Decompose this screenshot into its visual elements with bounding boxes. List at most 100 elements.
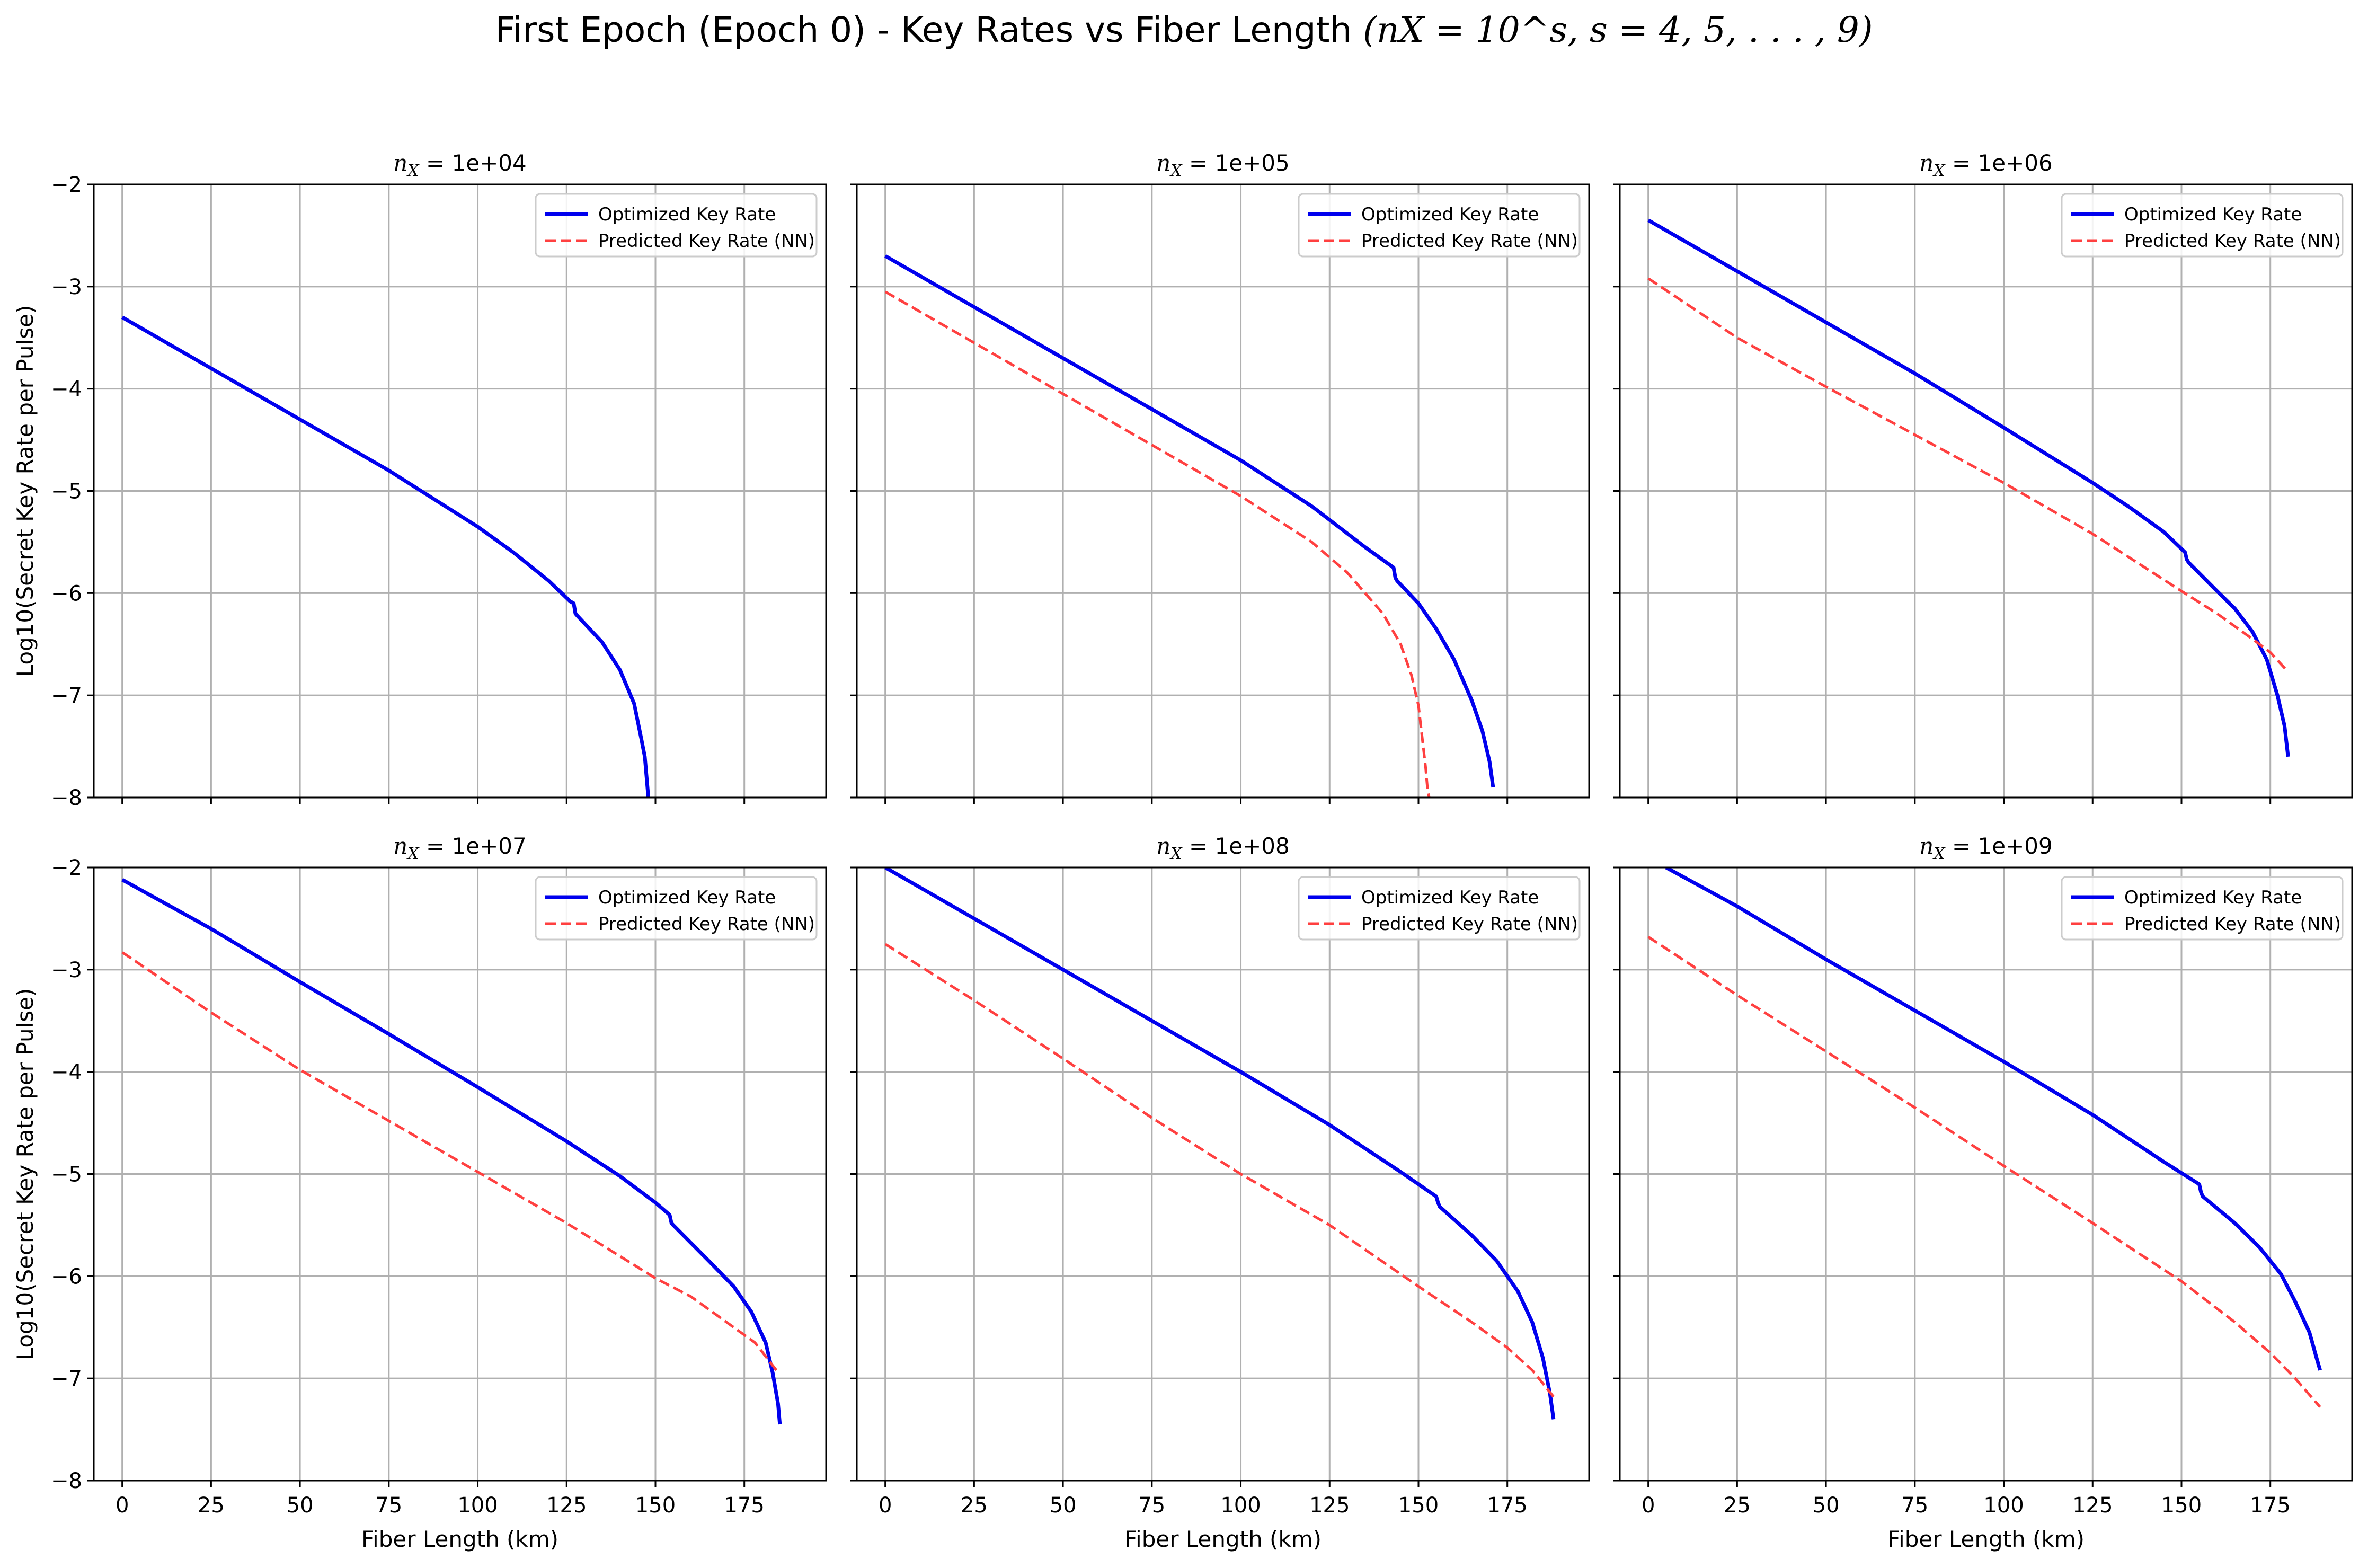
optimized-key-rate-line xyxy=(121,315,651,798)
y-tick-label: −6 xyxy=(51,581,82,606)
subplot-title: nX = 1e+05 xyxy=(1156,150,1290,180)
legend-label-optimized: Optimized Key Rate xyxy=(1361,204,1539,225)
x-tick-label: 50 xyxy=(1813,1493,1840,1518)
subplot-6: 0 25 50 75 100 125 150 175 Fiber Length (km) nX =… xyxy=(1613,833,2353,1552)
title-n: n xyxy=(393,833,407,859)
subplot-3: nX = 1e+06 Optimized Key Rate Predicted Ke… xyxy=(1613,150,2353,804)
subplot-2: nX = 1e+05 Optimized Key Rate Predicted Ke… xyxy=(850,150,1590,804)
legend-label-predicted: Predicted Key Rate (NN) xyxy=(2124,231,2341,252)
title-subscript: X xyxy=(1169,845,1183,863)
title-n: n xyxy=(393,150,407,176)
title-n: n xyxy=(1919,150,1934,176)
x-tick-label: 100 xyxy=(1983,1493,2024,1518)
x-tick-label: 150 xyxy=(1398,1493,1439,1518)
legend-label-optimized: Optimized Key Rate xyxy=(2124,204,2302,225)
predicted-key-rate-line xyxy=(1647,277,2290,673)
legend-box xyxy=(535,193,818,258)
y-tick-label: −6 xyxy=(51,1264,82,1289)
x-axis-label: Fiber Length (km) xyxy=(1887,1526,2085,1552)
title-subscript: X xyxy=(1932,162,1946,180)
figure-title-text: First Epoch (Epoch 0) - Key Rates vs Fib… xyxy=(495,10,1352,50)
optimized-key-rate-line xyxy=(884,254,1495,788)
legend-box xyxy=(1298,193,1581,258)
y-tick-label: −5 xyxy=(51,480,82,504)
x-tick-label: 25 xyxy=(961,1493,988,1518)
legend-label-optimized: Optimized Key Rate xyxy=(598,204,776,225)
x-axis-label: Fiber Length (km) xyxy=(361,1526,558,1552)
x-tick-label: 75 xyxy=(1901,1493,1928,1518)
legend-box xyxy=(2061,876,2344,941)
optimized-key-rate-line xyxy=(884,867,1556,1420)
title-value: = 1e+06 xyxy=(1945,150,2053,176)
x-axis-label: Fiber Length (km) xyxy=(1124,1526,1322,1552)
title-value: = 1e+04 xyxy=(419,150,527,176)
y-tick-label: −2 xyxy=(51,173,82,197)
y-tick-label: −7 xyxy=(51,684,82,708)
legend-label-predicted: Predicted Key Rate (NN) xyxy=(2124,914,2341,935)
y-tick-label: −2 xyxy=(51,856,82,880)
optimized-key-rate-line xyxy=(1665,867,2322,1371)
x-tick-label: 175 xyxy=(2250,1493,2291,1518)
legend-label-predicted: Predicted Key Rate (NN) xyxy=(1361,231,1578,252)
subplot-title: nX = 1e+06 xyxy=(1919,150,2053,180)
figure-title: First Epoch (Epoch 0) - Key Rates vs Fib… xyxy=(0,10,2368,50)
x-tick-label: 0 xyxy=(879,1493,892,1518)
y-tick-label: −3 xyxy=(51,958,82,982)
x-tick-label: 25 xyxy=(198,1493,225,1518)
legend-label-predicted: Predicted Key Rate (NN) xyxy=(598,231,815,252)
x-tick-label: 125 xyxy=(1309,1493,1350,1518)
optimized-key-rate-line xyxy=(1647,218,2290,757)
x-tick-label: 175 xyxy=(1487,1493,1528,1518)
subplot-4: 0 25 50 75 100 125 150 175 −2 −3 −4 −5 −6 −7 −8 Fiber L… xyxy=(12,833,827,1552)
y-tick-label: −8 xyxy=(51,786,82,810)
x-tick-label: 175 xyxy=(724,1493,765,1518)
legend-label-optimized: Optimized Key Rate xyxy=(598,887,776,908)
y-tick-label: −4 xyxy=(51,377,82,402)
x-tick-label: 0 xyxy=(116,1493,129,1518)
x-tick-label: 150 xyxy=(2161,1493,2202,1518)
predicted-key-rate-line xyxy=(121,951,778,1371)
legend-box xyxy=(1298,876,1581,941)
title-subscript: X xyxy=(406,162,420,180)
y-tick-label: −5 xyxy=(51,1163,82,1187)
x-tick-label: 50 xyxy=(287,1493,314,1518)
x-tick-label: 125 xyxy=(546,1493,587,1518)
x-tick-label: 75 xyxy=(1138,1493,1165,1518)
legend-label-optimized: Optimized Key Rate xyxy=(2124,887,2302,908)
x-tick-label: 150 xyxy=(635,1493,676,1518)
optimized-key-rate-line xyxy=(121,878,782,1425)
legend-box xyxy=(2061,193,2344,258)
x-tick-label: 100 xyxy=(1220,1493,1261,1518)
x-tick-label: 100 xyxy=(457,1493,498,1518)
legend-box xyxy=(535,876,818,941)
subplot-5: 0 25 50 75 100 125 150 175 Fiber Length (km) nX =… xyxy=(850,833,1590,1552)
x-tick-label: 50 xyxy=(1050,1493,1077,1518)
x-tick-label: 25 xyxy=(1724,1493,1751,1518)
predicted-key-rate-line xyxy=(1647,936,2321,1408)
x-tick-label: 0 xyxy=(1642,1493,1655,1518)
title-n: n xyxy=(1156,150,1170,176)
title-value: = 1e+05 xyxy=(1182,150,1290,176)
y-tick-label: −8 xyxy=(51,1469,82,1493)
title-value: = 1e+07 xyxy=(419,833,527,859)
y-axis-label: Log10(Secret Key Rate per Pulse) xyxy=(12,305,38,677)
title-n: n xyxy=(1156,833,1170,859)
predicted-key-rate-line xyxy=(884,943,1555,1398)
title-subscript: X xyxy=(1932,845,1946,863)
y-axis-label: Log10(Secret Key Rate per Pulse) xyxy=(12,988,38,1360)
subplot-title: nX = 1e+08 xyxy=(1156,833,1290,863)
y-tick-label: −3 xyxy=(51,275,82,299)
legend-label-predicted: Predicted Key Rate (NN) xyxy=(598,914,815,935)
subplot-title: nX = 1e+07 xyxy=(393,833,527,863)
subplot-title: nX = 1e+04 xyxy=(393,150,527,180)
x-tick-label: 75 xyxy=(375,1493,402,1518)
y-tick-label: −7 xyxy=(51,1367,82,1391)
figure-title-math: (nX = 10^s, s = 4, 5, . . . , 9) xyxy=(1363,10,1873,50)
x-tick-label: 125 xyxy=(2072,1493,2113,1518)
title-value: = 1e+09 xyxy=(1945,833,2053,859)
subplot-title: nX = 1e+09 xyxy=(1919,833,2053,863)
legend-label-optimized: Optimized Key Rate xyxy=(1361,887,1539,908)
y-tick-label: −4 xyxy=(51,1060,82,1085)
